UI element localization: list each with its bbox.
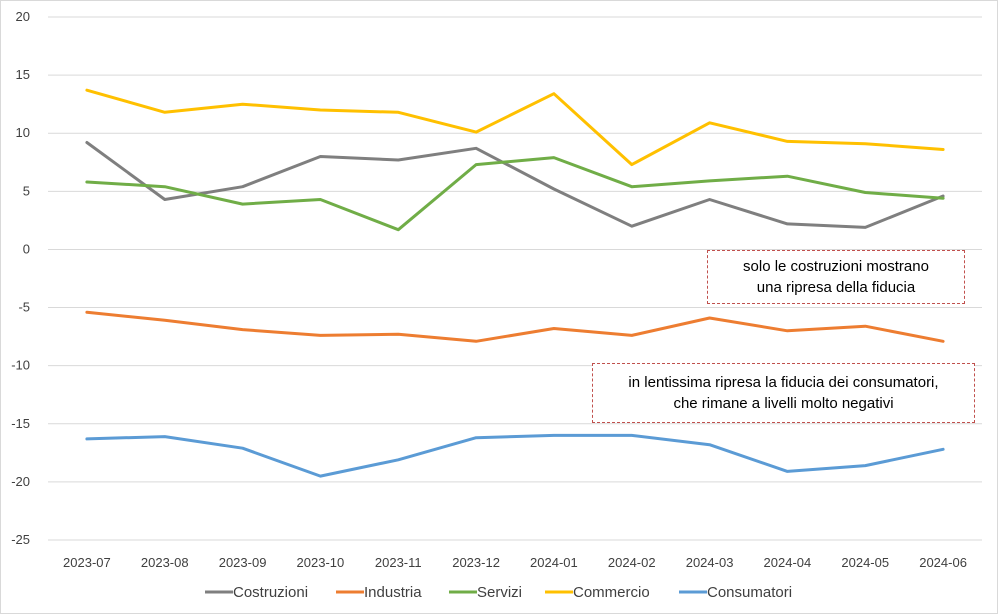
- x-tick-label: 2023-11: [375, 555, 422, 570]
- legend-label-industria: Industria: [364, 584, 422, 601]
- series-line-commercio: [85, 88, 945, 167]
- y-tick-label: -5: [18, 300, 30, 315]
- y-axis-ticks: 20 15 10 5 0 -5 -10 -15 -20 -25: [11, 9, 30, 547]
- x-tick-label: 2024-01: [530, 555, 578, 570]
- x-tick-label: 2024-06: [919, 555, 967, 570]
- x-tick-label: 2023-07: [63, 555, 111, 570]
- legend-label-costruzioni: Costruzioni: [233, 584, 308, 601]
- y-tick-label: -25: [11, 532, 30, 547]
- x-axis-ticks: 2023-07 2023-08 2023-09 2023-10 2023-11 2023-…: [63, 555, 967, 570]
- legend: Costruzioni Industria Servizi Commercio Cons…: [205, 584, 792, 601]
- series-lines: [85, 88, 945, 478]
- legend-label-servizi: Servizi: [477, 584, 522, 601]
- x-tick-label: 2023-08: [141, 555, 189, 570]
- x-tick-label: 2024-02: [608, 555, 656, 570]
- series-line-industria: [85, 310, 945, 343]
- y-tick-label: 10: [16, 125, 30, 140]
- y-tick-label: 15: [16, 67, 30, 82]
- y-tick-label: -20: [11, 474, 30, 489]
- annotation-consumatori: in lentissima ripresa la fiducia dei con…: [592, 363, 975, 423]
- annotation-line: una ripresa della fiducia: [756, 279, 916, 296]
- series-line-consumatori: [85, 433, 945, 478]
- x-tick-label: 2024-05: [841, 555, 889, 570]
- y-tick-label: 0: [23, 241, 30, 256]
- legend-label-consumatori: Consumatori: [707, 584, 792, 601]
- x-tick-label: 2024-04: [764, 555, 812, 570]
- y-tick-label: -15: [11, 416, 30, 431]
- x-tick-label: 2024-03: [686, 555, 734, 570]
- x-tick-label: 2023-10: [297, 555, 345, 570]
- y-tick-label: -10: [11, 358, 30, 373]
- y-tick-label: 20: [16, 9, 30, 24]
- annotation-line: in lentissima ripresa la fiducia dei con…: [628, 374, 939, 391]
- x-tick-label: 2023-12: [452, 555, 500, 570]
- legend-label-commercio: Commercio: [573, 584, 650, 601]
- annotation-line: che rimane a livelli molto negativi: [673, 395, 894, 412]
- y-tick-label: 5: [23, 183, 30, 198]
- annotation-costruzioni: solo le costruzioni mostrano una ripresa…: [707, 250, 965, 304]
- x-tick-label: 2023-09: [219, 555, 267, 570]
- series-line-servizi: [85, 156, 945, 232]
- gridlines: [48, 16, 982, 541]
- series-line-costruzioni: [85, 141, 945, 229]
- annotation-line: solo le costruzioni mostrano: [743, 258, 929, 275]
